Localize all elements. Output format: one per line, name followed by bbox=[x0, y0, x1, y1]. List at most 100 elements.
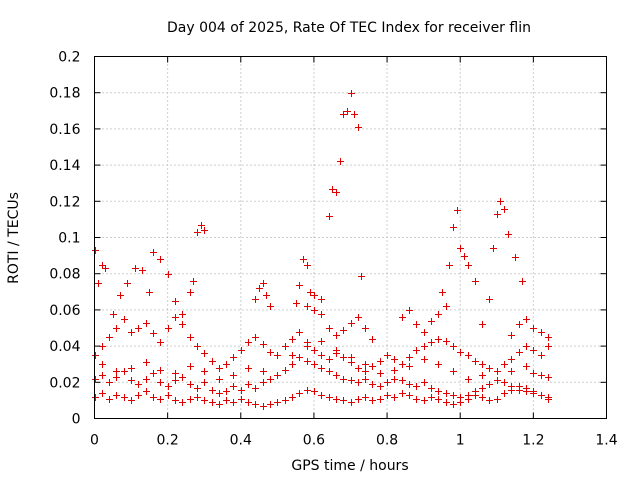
data-point bbox=[267, 401, 274, 408]
data-point bbox=[461, 253, 468, 260]
data-point bbox=[508, 368, 515, 375]
data-point bbox=[501, 390, 508, 397]
data-point bbox=[384, 392, 391, 399]
data-point bbox=[165, 383, 172, 390]
data-point bbox=[519, 278, 526, 285]
data-point bbox=[377, 396, 384, 403]
data-point bbox=[289, 352, 296, 359]
data-point bbox=[198, 222, 205, 229]
data-point bbox=[230, 383, 237, 390]
data-point bbox=[523, 363, 530, 370]
data-point bbox=[128, 365, 135, 372]
data-point bbox=[106, 379, 113, 386]
data-point bbox=[201, 350, 208, 357]
data-point bbox=[311, 388, 318, 395]
data-point bbox=[501, 379, 508, 386]
data-point bbox=[443, 303, 450, 310]
data-point bbox=[326, 356, 333, 363]
data-point bbox=[194, 394, 201, 401]
data-point bbox=[293, 300, 300, 307]
data-point bbox=[508, 356, 515, 363]
data-point bbox=[391, 376, 398, 383]
data-point bbox=[439, 289, 446, 296]
data-point bbox=[190, 278, 197, 285]
data-point bbox=[406, 392, 413, 399]
data-point bbox=[333, 396, 340, 403]
data-point bbox=[282, 397, 289, 404]
data-point bbox=[369, 381, 376, 388]
y-tick-label: 0.1 bbox=[58, 231, 80, 247]
data-point bbox=[260, 379, 267, 386]
data-point bbox=[512, 254, 519, 261]
data-point bbox=[267, 303, 274, 310]
data-point bbox=[252, 401, 259, 408]
data-point bbox=[486, 365, 493, 372]
y-tick-label: 0.16 bbox=[49, 122, 80, 138]
data-point bbox=[318, 392, 325, 399]
data-point bbox=[256, 285, 263, 292]
data-point bbox=[545, 374, 552, 381]
data-point bbox=[479, 361, 486, 368]
data-point bbox=[516, 383, 523, 390]
data-point bbox=[245, 339, 252, 346]
data-point bbox=[406, 354, 413, 361]
data-point bbox=[421, 329, 428, 336]
data-point bbox=[538, 392, 545, 399]
data-point bbox=[428, 339, 435, 346]
data-point bbox=[296, 282, 303, 289]
x-tick-label: 1.4 bbox=[595, 433, 617, 449]
data-point bbox=[128, 397, 135, 404]
data-point bbox=[252, 296, 259, 303]
data-point bbox=[117, 292, 124, 299]
data-point bbox=[355, 124, 362, 131]
data-point bbox=[201, 368, 208, 375]
data-point bbox=[318, 365, 325, 372]
data-point bbox=[187, 363, 194, 370]
data-point bbox=[421, 356, 428, 363]
data-point bbox=[238, 347, 245, 354]
x-tick-label: 0.2 bbox=[157, 433, 179, 449]
data-point bbox=[472, 392, 479, 399]
data-point bbox=[457, 349, 464, 356]
data-point bbox=[216, 390, 223, 397]
data-point bbox=[538, 352, 545, 359]
data-point bbox=[252, 385, 259, 392]
data-point bbox=[486, 397, 493, 404]
data-point bbox=[216, 376, 223, 383]
data-point bbox=[230, 372, 237, 379]
data-point bbox=[311, 292, 318, 299]
x-axis-label: GPS time / hours bbox=[291, 458, 408, 474]
data-point bbox=[209, 358, 216, 365]
data-point bbox=[340, 111, 347, 118]
data-point bbox=[307, 289, 314, 296]
x-tick-label: 0.6 bbox=[303, 433, 325, 449]
data-point bbox=[457, 245, 464, 252]
y-tick-label: 0.18 bbox=[49, 86, 80, 102]
data-point bbox=[92, 376, 99, 383]
data-point bbox=[92, 247, 99, 254]
data-point bbox=[106, 334, 113, 341]
data-point bbox=[106, 396, 113, 403]
data-point bbox=[369, 363, 376, 370]
data-point bbox=[399, 390, 406, 397]
data-point bbox=[340, 354, 347, 361]
data-point bbox=[479, 372, 486, 379]
data-point bbox=[406, 363, 413, 370]
data-point bbox=[318, 338, 325, 345]
data-point bbox=[340, 376, 347, 383]
data-point bbox=[172, 370, 179, 377]
data-point bbox=[355, 396, 362, 403]
data-point bbox=[121, 394, 128, 401]
data-point bbox=[443, 338, 450, 345]
data-point bbox=[121, 316, 128, 323]
data-point bbox=[362, 368, 369, 375]
data-point bbox=[435, 388, 442, 395]
data-point bbox=[187, 396, 194, 403]
data-point bbox=[494, 377, 501, 384]
data-point bbox=[223, 397, 230, 404]
data-point bbox=[348, 320, 355, 327]
data-point bbox=[377, 370, 384, 377]
x-tick-label: 1.2 bbox=[522, 433, 544, 449]
data-point bbox=[428, 385, 435, 392]
